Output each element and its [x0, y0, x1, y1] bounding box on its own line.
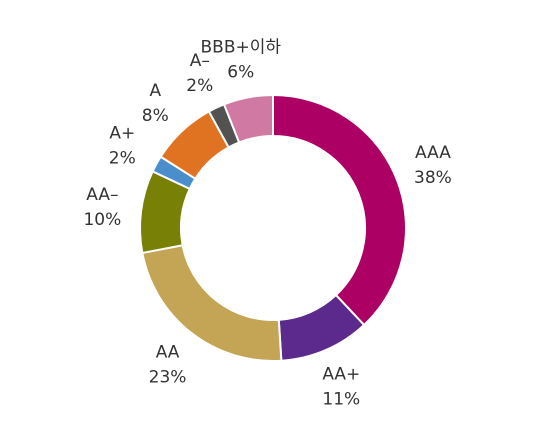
label-category-a-minus: A– — [190, 51, 210, 71]
donut-slices — [139, 93, 407, 362]
label-value-a-minusplus: 2% — [109, 149, 136, 169]
label-value-aaa: 38% — [414, 168, 452, 188]
label-category-a-minusplus: A+ — [109, 124, 135, 144]
label-value-aa-minusplus: 11% — [322, 389, 360, 409]
label-category-aaa: AAA — [415, 143, 451, 163]
slice-bbb-minusplus — [222, 93, 274, 144]
label-category-aa-minusplus: AA+ — [322, 364, 360, 384]
label-category-aa: AA — [156, 342, 180, 362]
label-value-aa: 23% — [149, 367, 187, 387]
label-value-bbb-minusplus: 6% — [227, 63, 254, 83]
label-value-a: 8% — [142, 106, 169, 126]
label-value-aa-minus: 10% — [83, 210, 121, 230]
donut-labels: AAA 38% AA+ 11% AA 23% AA– 10% A+ 2% A 8% A– 2% BBB+이하… — [83, 38, 451, 410]
label-category-bbb-minusplus: BBB+이하 — [201, 38, 282, 58]
label-value-a-minus: 2% — [186, 76, 213, 96]
label-category-aa-minus: AA– — [86, 185, 118, 205]
label-category-a: A — [149, 81, 161, 101]
slice-aaa — [272, 93, 407, 327]
